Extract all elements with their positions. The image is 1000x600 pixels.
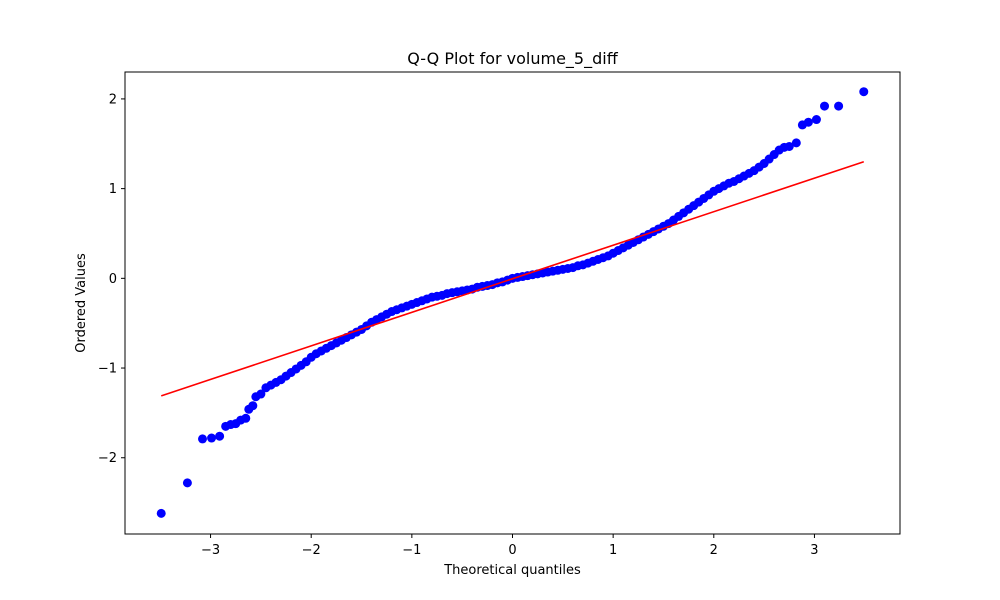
x-tick-label: 3 (810, 543, 818, 558)
data-point (791, 138, 801, 148)
y-tick-label: 1 (109, 182, 117, 197)
plot-area (156, 87, 869, 518)
y-axis-ticks: −2 −1 0 1 2 (98, 92, 125, 466)
y-tick-label: −1 (98, 362, 117, 377)
y-tick-label: 2 (109, 92, 117, 107)
data-point (784, 141, 794, 151)
x-tick-label: 1 (609, 543, 617, 558)
data-point (820, 101, 830, 111)
y-axis-label: Ordered Values (74, 253, 89, 353)
y-tick-label: 0 (109, 272, 117, 287)
y-tick-label: −2 (98, 451, 117, 466)
data-point (215, 431, 225, 441)
reference-line (160, 160, 865, 397)
data-point (811, 115, 821, 125)
data-point (156, 508, 166, 518)
data-point (248, 401, 258, 411)
x-axis-ticks: −3 −2 −1 0 1 2 3 (201, 534, 819, 558)
data-point (256, 389, 266, 399)
data-point (241, 413, 251, 423)
data-point (803, 117, 813, 127)
data-point (834, 101, 844, 111)
data-point (198, 434, 207, 444)
x-tick-label: 0 (508, 543, 516, 558)
x-tick-label: −2 (302, 543, 321, 558)
x-axis-label: Theoretical quantiles (443, 563, 581, 578)
data-point (182, 478, 192, 488)
x-tick-label: −1 (402, 543, 421, 558)
sample-points (156, 87, 869, 518)
x-tick-label: −3 (201, 543, 220, 558)
data-point (207, 433, 217, 443)
data-point (859, 87, 869, 97)
x-tick-label: 2 (710, 543, 718, 558)
chart-title: Q-Q Plot for volume_5_diff (407, 49, 618, 69)
